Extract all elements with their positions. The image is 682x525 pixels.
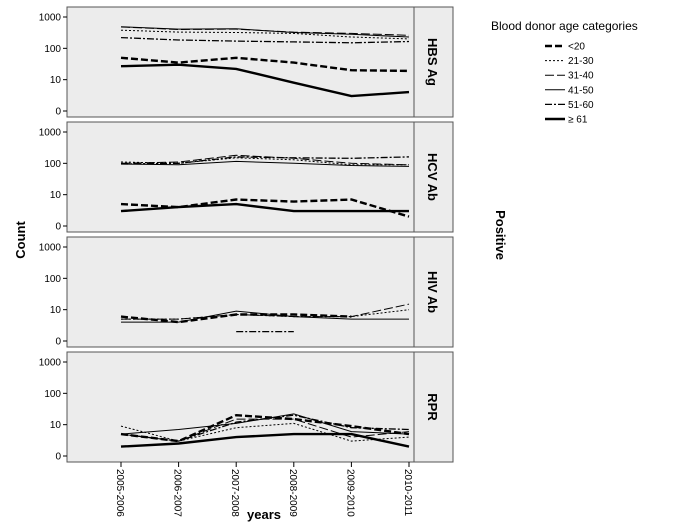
legend-title: Blood donor age categories [491,19,638,33]
legend-label: 51-60 [568,100,594,111]
legend-item: 21-30 [545,56,594,67]
legend-item: 51-60 [545,100,594,111]
y-tick-label: 1000 [39,243,62,254]
panel-rpr: RPR 0 10 100 1000 [39,351,454,463]
series-line [120,36,410,44]
x-tick-label: 2007-2008 [229,469,240,517]
y-tick-label: 10 [50,190,62,201]
series-line [121,310,409,323]
y-tick-label: 0 [55,337,61,348]
legend: Blood donor age categories <20 21-30 31-40 4… [491,19,638,126]
y-tick-label: 0 [55,222,61,233]
x-axis-title: years [247,507,281,522]
series-line [120,156,410,165]
x-axis: 2005-2006 2006-2007 2007-2008 2008-2009 2009… [114,462,413,517]
legend-label: 31-40 [568,71,594,82]
y-tick-label: 1000 [39,128,62,139]
panel-label: RPR [425,393,440,421]
facet-title: Positive [493,210,508,260]
series-line [120,56,410,73]
x-tick-label: 2006-2007 [172,469,183,517]
x-tick-label: 2008-2009 [287,469,298,517]
legend-label: <20 [568,42,585,53]
panel-label: HCV Ab [425,153,440,201]
legend-label: 21-30 [568,56,594,67]
y-tick-label: 100 [44,44,61,55]
y-tick-label: 1000 [39,358,62,369]
panel-background [66,121,454,233]
series-line [120,422,410,442]
legend-label: ≥ 61 [568,115,588,126]
panel-background [66,236,454,348]
y-tick-label: 0 [55,107,61,118]
y-tick-label: 100 [44,389,61,400]
x-tick-label: 2009-2010 [344,469,355,517]
legend-item: 41-50 [545,85,594,96]
panel-background [66,6,454,118]
y-tick-label: 10 [50,75,62,86]
y-axis-title: Count [13,221,28,259]
legend-item: <20 [545,42,585,53]
panel-label: HBS Ag [425,38,440,86]
series-line [120,202,409,213]
legend-item: 31-40 [545,71,594,82]
series-line [120,414,410,442]
panel-label: HIV Ab [425,271,440,313]
panel-hcv-ab: HCV Ab 0 10 100 1000 [39,121,454,233]
legend-item: ≥ 61 [545,115,588,126]
series-line [121,303,410,320]
panel-background [66,351,454,463]
y-tick-label: 1000 [39,13,62,24]
y-tick-label: 100 [44,274,61,285]
panel-hbs-ag: HBS Ag 0 10 100 1000 [39,6,454,118]
series-line [120,432,410,448]
x-tick-label: 2005-2006 [114,469,125,517]
series-line [120,198,410,218]
panel-hiv-ab: HIV Ab 0 10 100 1000 [39,236,454,348]
series-line [120,160,410,167]
y-tick-label: 10 [50,305,62,316]
series-line [120,63,410,98]
x-tick-label: 2010-2011 [402,469,413,517]
series-line [120,29,410,40]
y-tick-label: 100 [44,159,61,170]
legend-label: 41-50 [568,85,594,96]
y-tick-label: 10 [50,420,62,431]
series-line [120,413,410,443]
series-line [120,26,410,38]
y-tick-label: 0 [55,452,61,463]
